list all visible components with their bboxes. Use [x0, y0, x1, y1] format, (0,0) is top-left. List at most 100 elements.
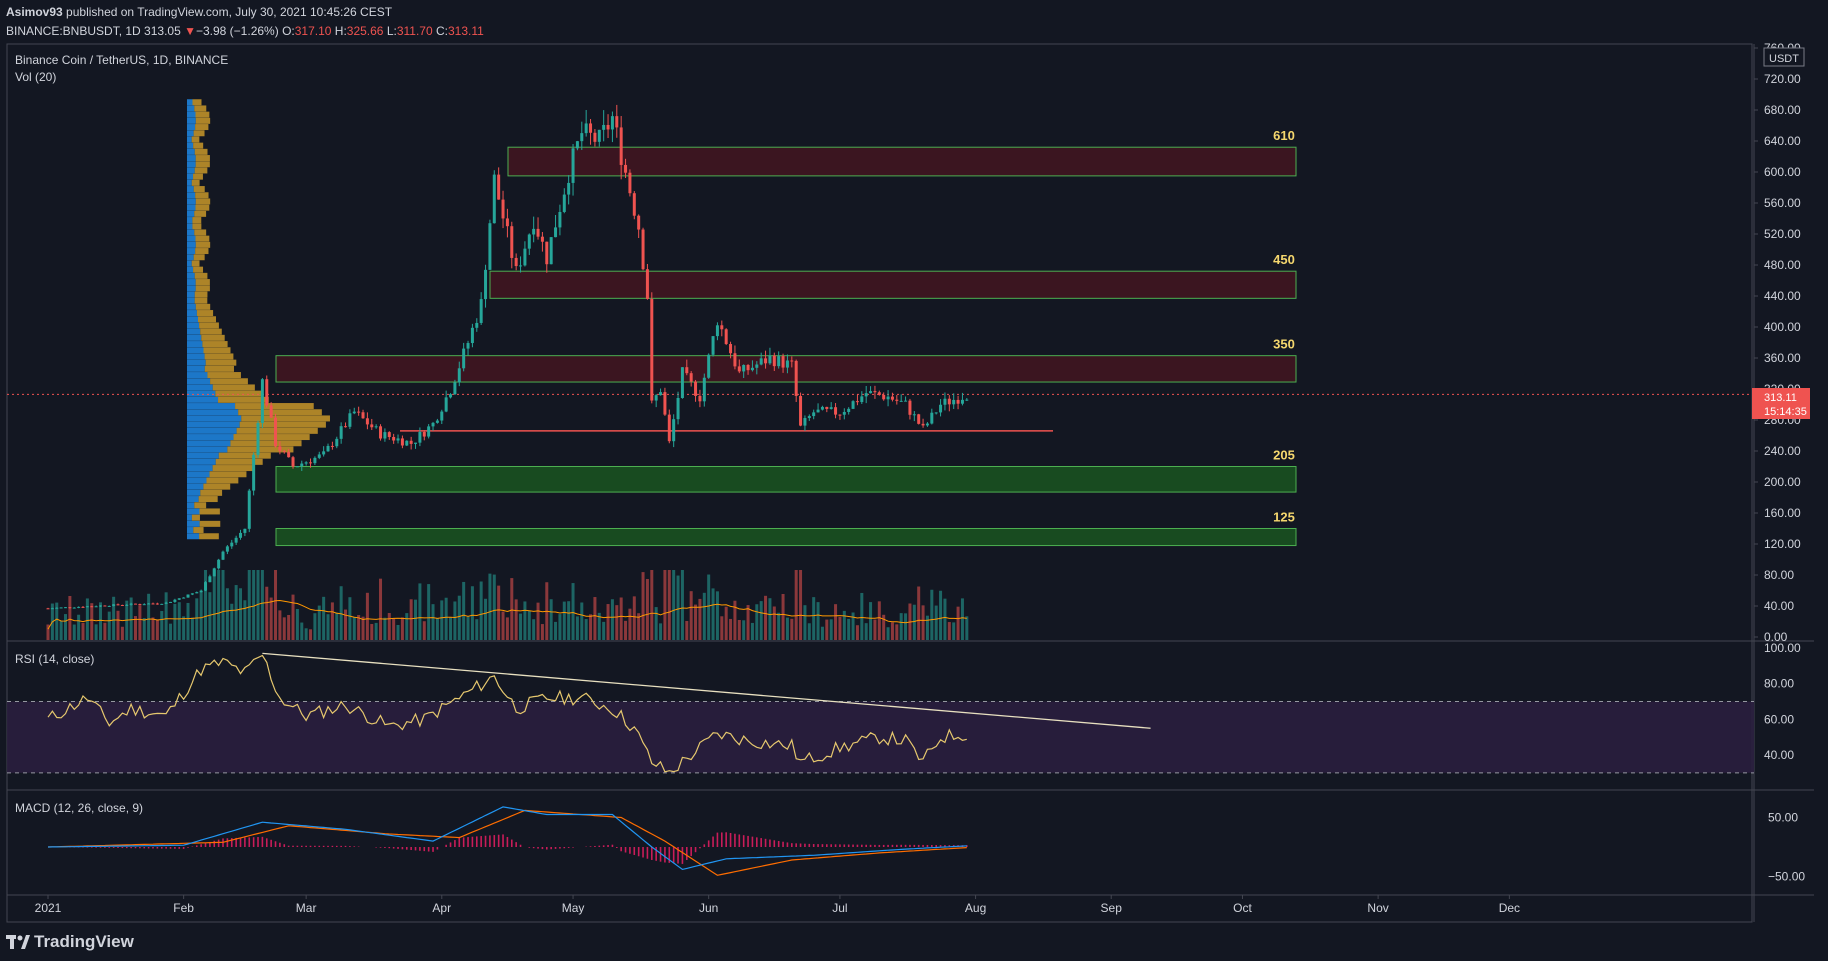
x-tick-label: May: [562, 901, 585, 915]
candle-body: [221, 551, 225, 560]
volume-bar: [247, 570, 251, 640]
y-tick-label: 80.00: [1764, 568, 1794, 582]
change-value: −3.98 (−1.26%): [195, 24, 279, 38]
volume-profile-up-bar: [187, 285, 196, 292]
x-tick-label: Oct: [1233, 901, 1252, 915]
volume-profile-down-bar: [191, 514, 200, 521]
volume-bar: [584, 619, 588, 640]
candle-body: [619, 127, 623, 165]
volume-profile-up-bar: [187, 465, 213, 472]
candle-body: [344, 426, 348, 428]
volume-profile-up-bar: [187, 427, 237, 434]
candle-body: [164, 602, 168, 604]
volume-bar: [352, 617, 356, 640]
volume-profile-down-bar: [218, 396, 269, 403]
volume-profile-up-bar: [187, 334, 202, 341]
volume-profile-down-bar: [195, 235, 210, 242]
brand-name: TradingView: [34, 932, 134, 951]
volume-bar: [912, 604, 916, 640]
candle-body: [895, 399, 899, 401]
candle-body: [632, 193, 636, 216]
candle-body: [694, 381, 698, 396]
volume-bar: [199, 591, 203, 640]
volume-profile-down-bar: [194, 210, 207, 217]
candle-body: [68, 607, 72, 609]
candle-body: [549, 237, 553, 265]
volume-profile-down-bar: [195, 241, 211, 248]
volume-profile-down-bar: [212, 384, 255, 391]
candle-body: [772, 355, 776, 367]
volume-bar: [112, 596, 116, 640]
volume-profile-down-bar: [195, 248, 209, 255]
candle-body: [799, 395, 803, 426]
volume-profile-down-bar: [191, 179, 200, 186]
volume-profile-up-bar: [187, 489, 201, 496]
volume-profile-up-bar: [187, 458, 216, 465]
volume-profile-up-bar: [187, 248, 196, 255]
volume-profile-down-bar: [191, 136, 200, 143]
candle-body: [304, 462, 308, 464]
volume-bar: [934, 605, 938, 640]
volume-profile-down-bar: [193, 130, 205, 137]
candle-body: [820, 406, 824, 410]
zone-610: [507, 146, 1297, 177]
candle-body: [370, 424, 374, 428]
candle-body: [269, 405, 273, 418]
tradingview-logo[interactable]: TradingView: [6, 932, 134, 952]
candle-body: [142, 604, 146, 606]
candle-body: [860, 396, 864, 403]
candle-body: [882, 394, 886, 400]
candle-body: [431, 422, 435, 427]
volume-bar: [304, 628, 308, 640]
volume-bar: [488, 573, 492, 640]
volume-bar: [370, 624, 374, 640]
volume-profile-up-bar: [187, 204, 196, 211]
volume-bar: [46, 624, 50, 640]
volume-bar: [755, 604, 759, 640]
volume-profile-up-bar: [187, 415, 242, 422]
volume-bar: [597, 612, 601, 640]
volume-bar: [252, 570, 256, 640]
volume-profile-down-bar: [199, 322, 219, 329]
publisher-name[interactable]: Asimov93: [6, 5, 63, 19]
volume-profile-up-bar: [187, 365, 205, 372]
candle-body: [418, 431, 422, 443]
candle-body: [195, 592, 199, 594]
volume-profile-up-bar: [187, 186, 194, 193]
macd-pane: 50.00 −50.00: [47, 806, 1805, 884]
volume-profile-up-bar: [187, 434, 234, 441]
volume-bar: [99, 602, 103, 640]
candle-body: [519, 265, 523, 267]
candle-body: [536, 228, 540, 237]
volume-bar: [632, 596, 636, 640]
candle-body: [834, 407, 838, 415]
candle-body: [921, 423, 925, 426]
volume-profile-up-bar: [187, 291, 195, 298]
candle-body: [120, 604, 124, 606]
candle-body: [794, 360, 798, 396]
candle-body: [759, 358, 763, 365]
candle-body: [505, 218, 509, 227]
support-resistance-zones[interactable]: 610 450 350 205 125: [7, 128, 1754, 547]
volume-bar: [606, 604, 610, 640]
volume-bar: [204, 570, 208, 640]
volume-bar: [659, 623, 663, 640]
candle-body: [899, 400, 903, 402]
rsi-y-tick-label: 40.00: [1764, 748, 1794, 762]
volume-bar: [357, 615, 361, 640]
candle-body: [593, 132, 597, 142]
close-label: C:: [436, 24, 448, 38]
volume-bar: [326, 614, 330, 640]
rsi-title: RSI (14, close): [15, 652, 94, 666]
volume-bar: [834, 604, 838, 640]
high-value: 325.66: [346, 24, 384, 38]
volume-profile-down-bar: [218, 452, 271, 459]
volume-bar: [536, 602, 540, 640]
candle-body: [689, 373, 693, 382]
candle-body: [580, 133, 584, 142]
candle-body: [917, 414, 921, 424]
macd-y-tick-label: 50.00: [1768, 811, 1798, 825]
candle-body: [842, 411, 846, 415]
volume-profile-down-bar: [200, 489, 223, 496]
